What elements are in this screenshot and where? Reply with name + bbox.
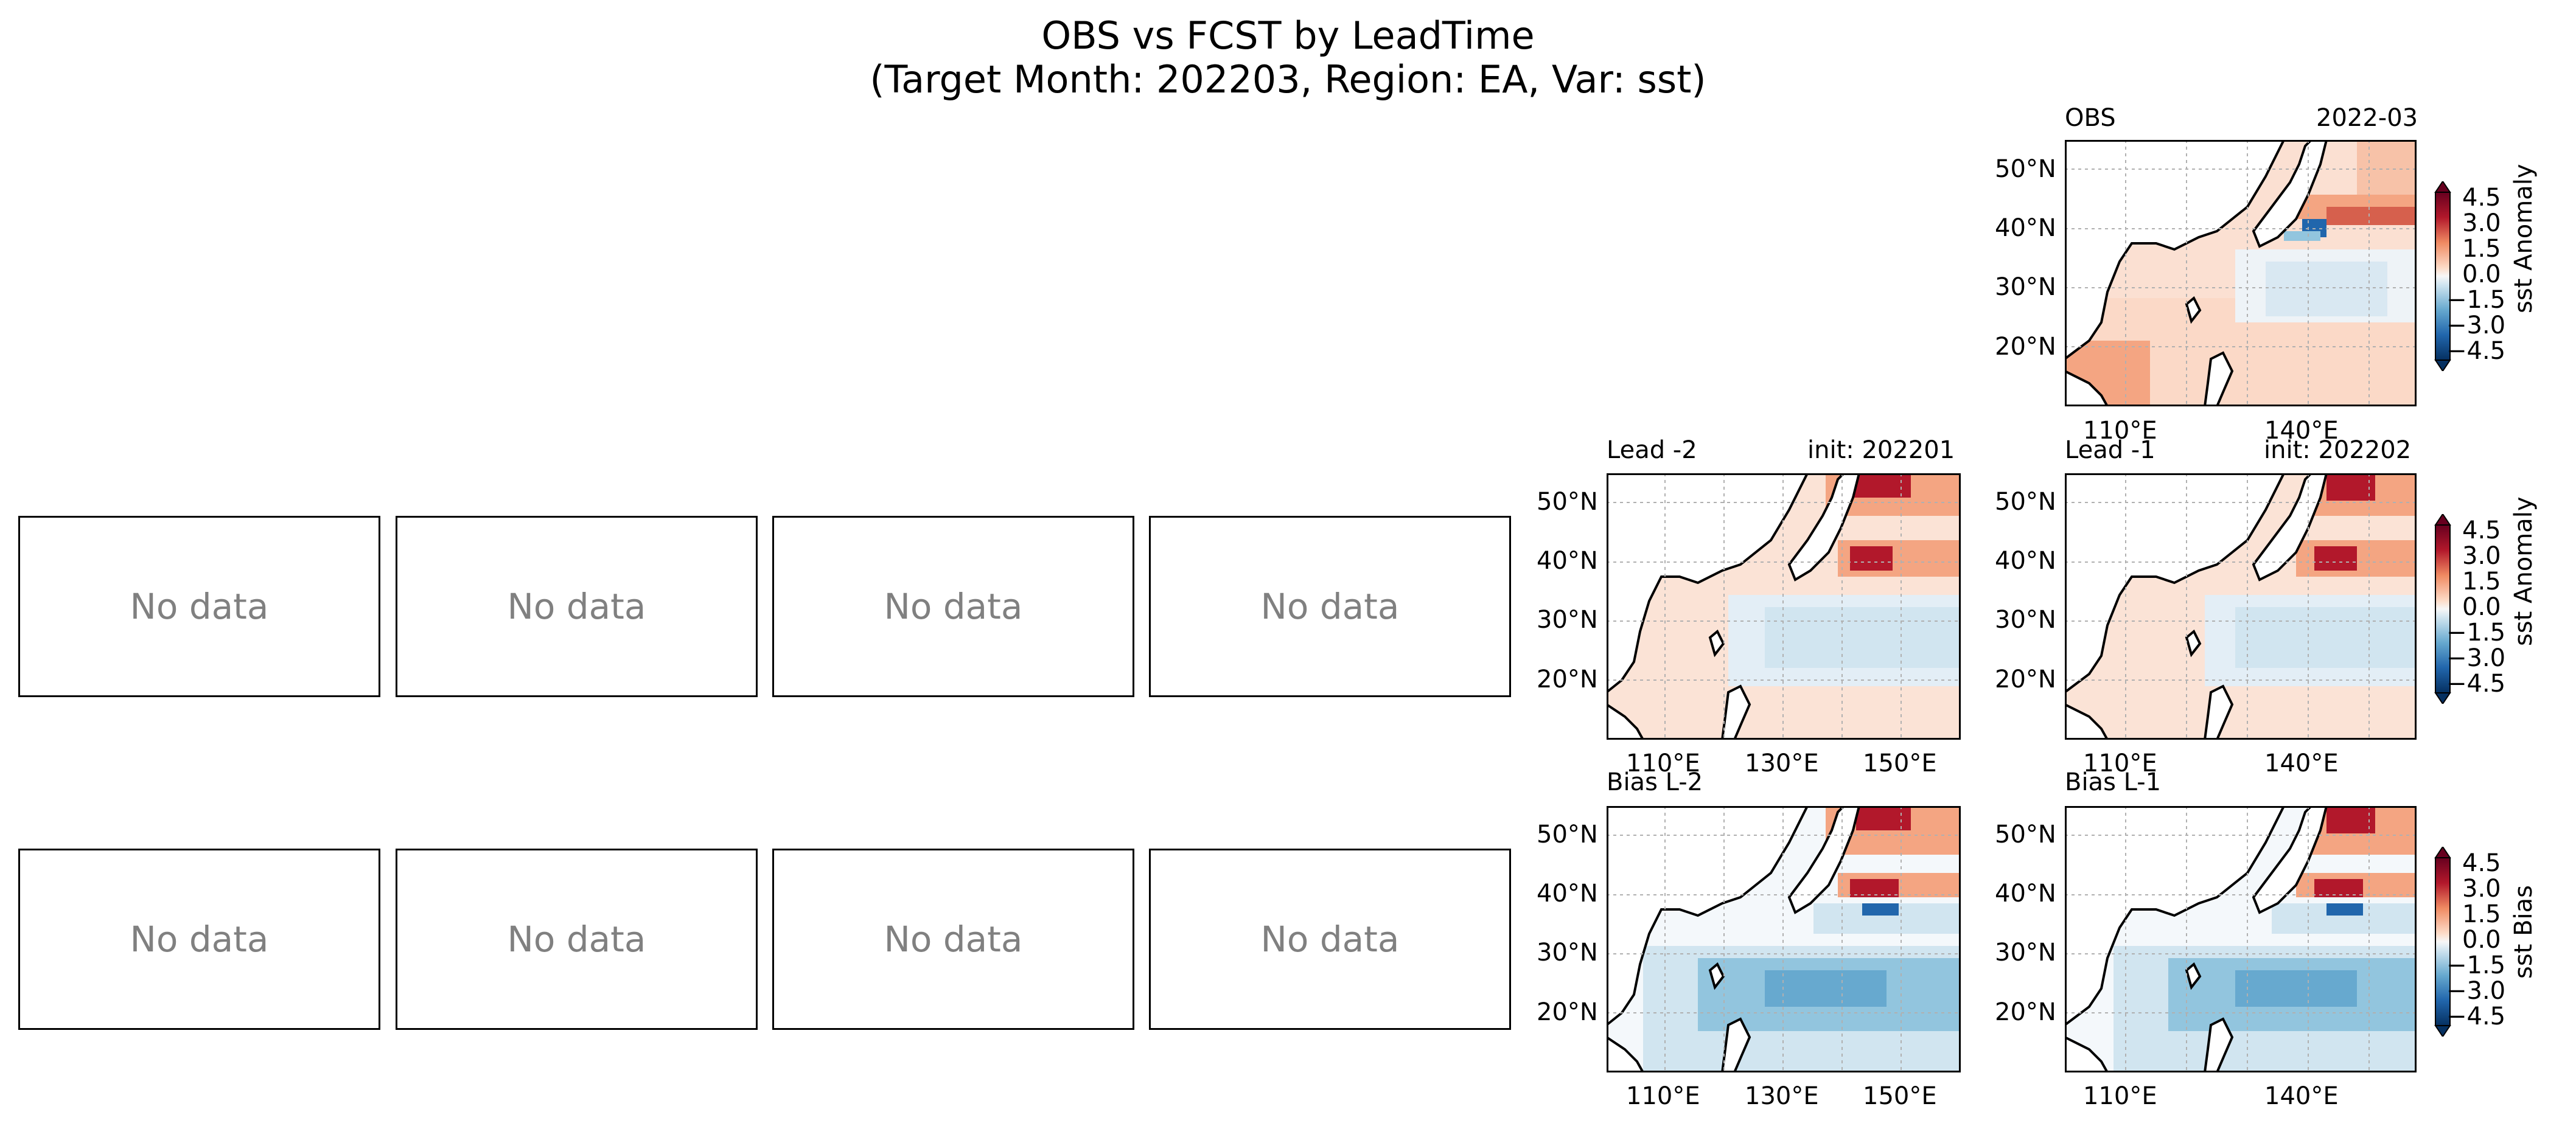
- lon-tick: 150°E: [1863, 749, 1937, 777]
- cbar-tick: 1.5: [2462, 235, 2501, 263]
- figure-title: OBS vs FCST by LeadTime: [1041, 13, 1535, 58]
- no-data-text: No data: [507, 586, 646, 627]
- empty-panel: No data: [18, 849, 380, 1030]
- bias-colorbar: [2434, 847, 2451, 1037]
- lat-tick: 20°N: [1995, 998, 2056, 1026]
- fcst-colorbar: [2434, 514, 2451, 704]
- empty-panel: No data: [772, 849, 1134, 1030]
- lon-tick: 150°E: [1863, 1082, 1937, 1110]
- figure-subtitle: (Target Month: 202203, Region: EA, Var: …: [870, 57, 1706, 102]
- cbar-tick: 0.0: [2462, 926, 2501, 954]
- lon-tick: 110°E: [2083, 749, 2157, 777]
- obs-panel-date: 2022-03: [2316, 104, 2418, 132]
- obs-map: [2065, 140, 2417, 406]
- lon-tick: 110°E: [1626, 749, 1700, 777]
- lat-tick: 40°N: [1995, 547, 2056, 575]
- no-data-text: No data: [884, 919, 1023, 960]
- lat-tick: 30°N: [1995, 273, 2056, 301]
- lat-tick: 20°N: [1995, 666, 2056, 693]
- empty-panel: No data: [396, 516, 758, 697]
- lead-m1-panel-init: init: 202202: [2264, 436, 2412, 464]
- lon-tick: 140°E: [2264, 749, 2339, 777]
- empty-panel: No data: [1149, 516, 1511, 697]
- bias-m1-panel-title: Bias L-1: [2065, 768, 2162, 796]
- no-data-text: No data: [884, 586, 1023, 627]
- lat-tick: 50°N: [1995, 488, 2056, 516]
- cbar-tick: 3.0: [2462, 875, 2501, 903]
- lead-m2-panel-title: Lead -2: [1607, 436, 1697, 464]
- cbar-tick: −3.0: [2446, 644, 2506, 672]
- lat-tick: 40°N: [1537, 547, 1598, 575]
- lat-tick: 30°N: [1537, 939, 1598, 967]
- lead-m2-map: [1607, 473, 1961, 740]
- empty-panel: No data: [396, 849, 758, 1030]
- lon-tick: 130°E: [1745, 749, 1819, 777]
- cbar-tick: 3.0: [2462, 542, 2501, 570]
- no-data-text: No data: [130, 919, 269, 960]
- cbar-tick: −1.5: [2446, 286, 2506, 314]
- cbar-tick: −4.5: [2446, 337, 2506, 365]
- bias-m2-panel-title: Bias L-2: [1607, 768, 1703, 796]
- obs-colorbar: [2434, 181, 2451, 371]
- no-data-text: No data: [1260, 919, 1400, 960]
- cbar-tick: −1.5: [2446, 951, 2506, 979]
- fcst-colorbar-label: sst Anomaly: [2510, 496, 2538, 646]
- empty-panel: No data: [1149, 849, 1511, 1030]
- no-data-text: No data: [130, 586, 269, 627]
- cbar-tick: −3.0: [2446, 311, 2506, 339]
- lat-tick: 40°N: [1995, 214, 2056, 242]
- lon-tick: 110°E: [1626, 1082, 1700, 1110]
- lon-tick: 140°E: [2264, 1082, 2339, 1110]
- lat-tick: 40°N: [1537, 880, 1598, 908]
- cbar-tick: 0.0: [2462, 260, 2501, 288]
- bias-m2-map: [1607, 806, 1961, 1072]
- lon-tick: 110°E: [2083, 1082, 2157, 1110]
- lead-m2-panel-init: init: 202201: [1807, 436, 1955, 464]
- no-data-text: No data: [507, 919, 646, 960]
- lon-tick: 130°E: [1745, 1082, 1819, 1110]
- lat-tick: 50°N: [1537, 488, 1598, 516]
- lon-tick: 140°E: [2264, 417, 2339, 445]
- lat-tick: 30°N: [1995, 606, 2056, 634]
- cbar-tick: 4.5: [2462, 516, 2501, 544]
- cbar-tick: 4.5: [2462, 184, 2501, 212]
- lat-tick: 30°N: [1995, 939, 2056, 967]
- lat-tick: 20°N: [1537, 998, 1598, 1026]
- cbar-tick: −4.5: [2446, 1003, 2506, 1030]
- cbar-tick: −3.0: [2446, 977, 2506, 1005]
- cbar-tick: −4.5: [2446, 670, 2506, 698]
- lat-tick: 50°N: [1995, 155, 2056, 183]
- cbar-tick: −1.5: [2446, 619, 2506, 647]
- lat-tick: 30°N: [1537, 606, 1598, 634]
- lat-tick: 40°N: [1995, 880, 2056, 908]
- empty-panel: No data: [772, 516, 1134, 697]
- cbar-tick: 4.5: [2462, 849, 2501, 877]
- lat-tick: 20°N: [1995, 333, 2056, 361]
- obs-panel-title: OBS: [2065, 104, 2116, 132]
- lead-m1-panel-title: Lead -1: [2065, 436, 2155, 464]
- cbar-tick: 3.0: [2462, 209, 2501, 237]
- empty-panel: No data: [18, 516, 380, 697]
- bias-colorbar-label: sst Bias: [2510, 885, 2538, 979]
- cbar-tick: 1.5: [2462, 900, 2501, 928]
- cbar-tick: 0.0: [2462, 593, 2501, 621]
- lon-tick: 110°E: [2083, 417, 2157, 445]
- lead-m1-map: [2065, 473, 2417, 740]
- bias-m1-map: [2065, 806, 2417, 1072]
- no-data-text: No data: [1260, 586, 1400, 627]
- cbar-tick: 1.5: [2462, 568, 2501, 596]
- lat-tick: 50°N: [1537, 821, 1598, 849]
- obs-colorbar-label: sst Anomaly: [2510, 164, 2538, 313]
- lat-tick: 20°N: [1537, 666, 1598, 693]
- lat-tick: 50°N: [1995, 821, 2056, 849]
